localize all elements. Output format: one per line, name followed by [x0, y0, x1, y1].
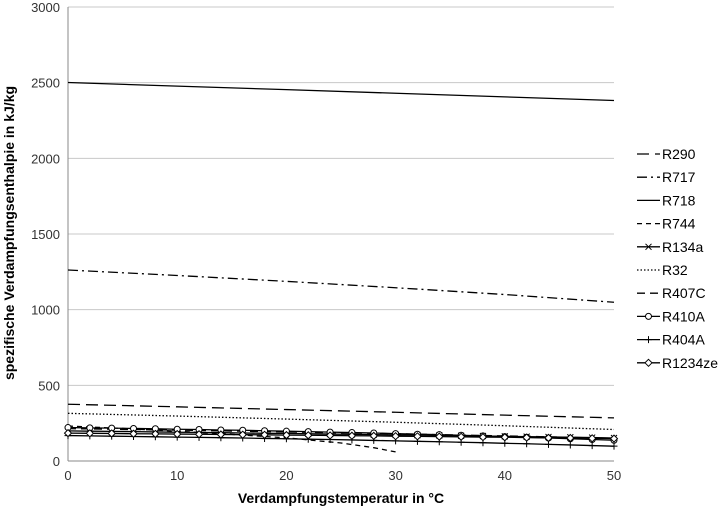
- data-point-r1234ze: [129, 429, 138, 438]
- legend-label: R290: [662, 146, 696, 162]
- x-tick-label: 10: [170, 468, 184, 483]
- data-point-r1234ze: [369, 431, 378, 441]
- y-tick-label: 2500: [31, 76, 60, 91]
- tick-labels: 0 500 1000 1500 2000 2500 3000 0 10 20 30 40 50: [31, 0, 621, 483]
- data-point-r1234ze: [194, 430, 204, 439]
- legend-label: R134a: [662, 239, 703, 255]
- series-line-r717: [67, 269, 615, 303]
- series-line-r290: [67, 403, 615, 419]
- y-axis-title: spezifische Verdampfungsenthalpie in kJ/…: [1, 86, 17, 380]
- legend-item-r1234ze: R1234ze: [637, 355, 718, 371]
- x-tick-label: 20: [279, 468, 293, 483]
- legend-label: R718: [662, 192, 696, 208]
- data-point-r1234ze: [566, 433, 575, 443]
- data-point-r404a: [588, 442, 596, 450]
- legend-label: R717: [662, 169, 696, 185]
- series-layer: [63, 81, 619, 453]
- y-tick-label: 1500: [31, 227, 60, 242]
- data-point-r1234ze: [63, 428, 73, 438]
- data-point-r1234ze: [172, 429, 182, 439]
- legend-item-r718: R718: [637, 192, 696, 208]
- y-tick-label: 500: [38, 378, 60, 393]
- data-point-r1234ze: [587, 434, 597, 443]
- data-point-r1234ze: [151, 429, 160, 439]
- legend-label: R32: [662, 262, 688, 278]
- data-point-r1234ze: [500, 433, 510, 442]
- data-point-r1234ze: [85, 429, 95, 438]
- data-point-r404a: [566, 441, 574, 449]
- x-tick-label: 50: [607, 468, 621, 483]
- legend-label: R404A: [662, 332, 705, 348]
- data-point-r1234ze: [260, 430, 269, 440]
- legend-item-r717: R717: [637, 169, 696, 185]
- y-tick-label: 1000: [31, 303, 60, 318]
- data-point-r1234ze: [435, 432, 444, 441]
- y-tick-label: 3000: [31, 0, 60, 15]
- legend-item-r404a: R404A: [637, 332, 705, 348]
- data-point-r1234ze: [544, 433, 553, 443]
- data-point-r1234ze: [456, 432, 466, 441]
- data-point-r1234ze: [107, 429, 116, 438]
- x-tick-label: 30: [388, 468, 402, 483]
- x-tick-label: 0: [64, 468, 71, 483]
- data-point-r1234ze: [478, 432, 488, 442]
- data-point-r1234ze: [522, 433, 531, 442]
- data-point-r1234ze: [238, 430, 247, 439]
- data-point-r1234ze: [325, 431, 335, 440]
- data-point-r1234ze: [609, 434, 619, 443]
- legend-marker-icon: [644, 358, 653, 368]
- legend-label: R1234ze: [662, 355, 718, 371]
- legend-marker-icon: [645, 312, 652, 320]
- x-tick-label: 40: [498, 468, 512, 483]
- legend-label: R407C: [662, 285, 706, 301]
- data-point-r1234ze: [391, 431, 400, 441]
- data-point-r404a: [610, 442, 618, 450]
- legend-label: R410A: [662, 308, 705, 324]
- data-point-r1234ze: [347, 431, 357, 440]
- legend-item-r134a: R134a: [637, 239, 703, 255]
- series-r290: [67, 403, 615, 419]
- data-point-r1234ze: [216, 430, 226, 439]
- legend-item-r744: R744: [637, 216, 696, 232]
- series-r1234ze: [63, 428, 619, 443]
- gridlines: [68, 6, 614, 386]
- x-axis-title: Verdampfungstemperatur in °C: [238, 490, 444, 506]
- legend-item-r410a: R410A: [637, 308, 705, 324]
- series-line-r404a: [67, 434, 615, 447]
- legend-marker-icon: [645, 243, 652, 251]
- series-line-r718: [67, 81, 615, 102]
- legend-label: R744: [662, 216, 696, 232]
- y-tick-label: 0: [53, 454, 60, 469]
- series-r718: [67, 81, 615, 102]
- series-r717: [67, 269, 615, 303]
- series-r32: [67, 412, 615, 431]
- legend: R290 R717 R718 R744 R134a R32 R407C R410A R404A R…: [637, 146, 718, 371]
- data-point-r1234ze: [413, 432, 422, 441]
- series-line-r32: [67, 412, 615, 431]
- data-point-r1234ze: [282, 430, 291, 440]
- y-tick-label: 2000: [31, 151, 60, 166]
- legend-item-r290: R290: [637, 146, 696, 162]
- legend-item-r407c: R407C: [637, 285, 706, 301]
- legend-item-r32: R32: [637, 262, 688, 278]
- legend-marker-icon: [645, 336, 652, 344]
- data-point-r1234ze: [304, 431, 313, 440]
